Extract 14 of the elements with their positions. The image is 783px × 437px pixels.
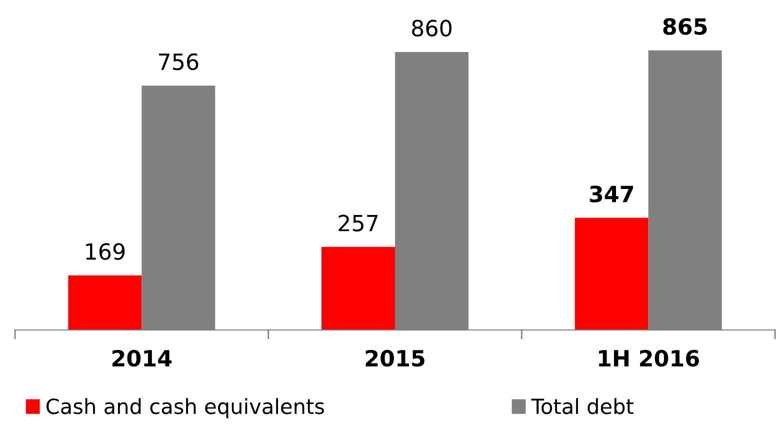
data-label: 347 [590, 186, 634, 202]
x-tick-label: 1H 2016 [599, 350, 699, 367]
data-label: 169 [86, 243, 125, 260]
data-label: 257 [338, 214, 378, 232]
data-label: 860 [412, 20, 452, 37]
bar [574, 218, 648, 330]
data-label: 756 [159, 53, 198, 70]
legend-label: Cash and cash equivalents [46, 398, 324, 418]
bar [322, 246, 395, 330]
data-label: 865 [663, 18, 707, 35]
x-tick-label: 2014 [112, 350, 172, 367]
legend-label: Total debt [531, 398, 634, 414]
bar [68, 275, 142, 330]
x-tick-label: 2015 [366, 350, 424, 367]
